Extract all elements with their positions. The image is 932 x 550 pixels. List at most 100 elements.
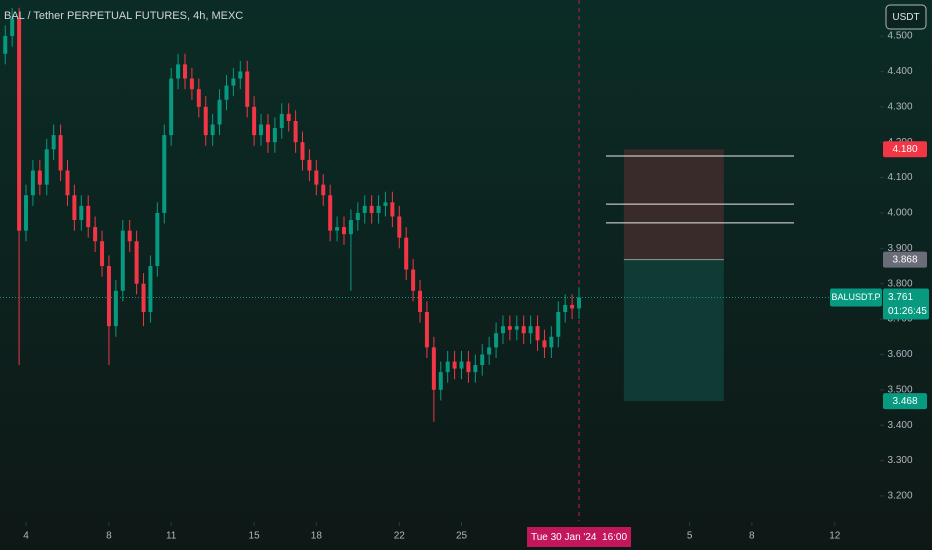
y-tick-label: 3.600	[887, 349, 912, 360]
candle-body	[390, 202, 395, 217]
candle-body	[348, 220, 353, 235]
candle-body	[494, 333, 499, 348]
candle-body	[466, 361, 471, 373]
candle-body	[224, 85, 229, 100]
x-tick-label: 5	[687, 531, 693, 542]
y-tick-label: 3.900	[887, 243, 912, 254]
candle-body	[252, 106, 257, 136]
candle-body	[65, 170, 70, 196]
candle-body	[127, 230, 132, 242]
candle-body	[514, 326, 519, 330]
x-tick-label: 15	[249, 531, 261, 542]
candle-body	[335, 227, 340, 231]
symbol-label: BALUSDT.P	[831, 292, 880, 302]
candle-body	[355, 212, 360, 221]
candle-body	[418, 290, 423, 312]
target-badge	[883, 393, 927, 410]
candle-body	[459, 361, 464, 369]
candle-body	[528, 326, 533, 334]
candle-body	[51, 135, 56, 150]
candle-body	[272, 128, 277, 143]
candle-body	[72, 195, 77, 221]
candle-body	[341, 227, 346, 235]
candle-body	[362, 205, 367, 213]
candle-body	[217, 99, 222, 125]
x-tick-label: 12	[829, 531, 841, 542]
candle-body	[259, 124, 264, 136]
candle-body	[279, 113, 284, 129]
candle-body	[397, 216, 402, 238]
symbol-tag	[830, 288, 882, 307]
candle-body	[556, 312, 561, 337]
candle-body	[452, 361, 457, 369]
candle-body	[210, 124, 215, 136]
candle-body	[37, 170, 42, 185]
candle-body	[542, 340, 547, 348]
target-zone	[623, 259, 724, 402]
candle-body	[10, 18, 15, 37]
candle-body	[120, 230, 125, 291]
candle-body	[203, 106, 208, 136]
candle-body	[231, 78, 236, 86]
crosshair-badge	[527, 527, 632, 547]
candle-body	[376, 205, 381, 213]
currency-button[interactable]	[885, 4, 927, 30]
candle-body	[507, 326, 512, 330]
candle-body	[286, 113, 291, 121]
candle-body	[521, 326, 526, 334]
candle-body	[300, 142, 305, 160]
candle-body	[570, 304, 575, 309]
candle-body	[487, 347, 492, 355]
candle-body	[176, 64, 181, 79]
last-price-badge	[883, 288, 929, 320]
candle-body	[148, 266, 153, 312]
candle-body	[563, 304, 568, 312]
candle-body	[293, 120, 298, 143]
candle-body	[480, 354, 485, 366]
candle-body	[17, 18, 22, 231]
candle-body	[196, 89, 201, 107]
x-tick-label: 22	[394, 531, 406, 542]
candle-body	[3, 36, 8, 54]
candle-body	[189, 78, 194, 90]
currency-label[interactable]: USDT	[892, 12, 919, 23]
candle-body	[431, 347, 436, 390]
candle-body	[58, 135, 63, 171]
x-tick-label: 4	[23, 531, 29, 542]
last-price-label: 3.761	[888, 292, 913, 303]
y-tick-label: 3.200	[887, 491, 912, 502]
candle-body	[134, 241, 139, 284]
x-tick-label: 8	[749, 531, 755, 542]
candle-body	[383, 202, 388, 206]
candle-body	[500, 326, 505, 334]
candle-body	[106, 266, 111, 327]
candle-body	[314, 170, 319, 185]
candle-body	[183, 64, 188, 79]
entry-badge	[883, 251, 927, 268]
target-badge-label: 3.468	[892, 396, 917, 407]
candle-body	[79, 205, 84, 221]
candle-body	[369, 205, 374, 213]
candle-body	[404, 237, 409, 270]
candle-body	[445, 361, 450, 373]
candle-body	[265, 124, 270, 143]
entry-badge-label: 3.868	[892, 254, 917, 265]
candle-body	[30, 170, 35, 196]
stop-badge-label: 4.180	[892, 144, 917, 155]
crosshair-label: Tue 30 Jan '24 16:00	[531, 532, 627, 543]
candle-body	[113, 290, 118, 327]
chart-title: BAL / Tether PERPETUAL FUTURES, 4h, MEXC	[4, 10, 243, 22]
candle-body	[24, 195, 29, 231]
candle-body	[141, 283, 146, 312]
candle-body	[238, 71, 243, 79]
y-tick-label: 3.300	[887, 455, 912, 466]
y-tick-label: 4.100	[887, 172, 912, 183]
y-tick-label: 4.400	[887, 66, 912, 77]
y-tick-label: 4.300	[887, 101, 912, 112]
candle-body	[169, 78, 174, 136]
candle-body	[245, 71, 250, 107]
candle-body	[535, 326, 540, 341]
y-tick-label: 3.800	[887, 278, 912, 289]
x-tick-label: 8	[106, 531, 112, 542]
